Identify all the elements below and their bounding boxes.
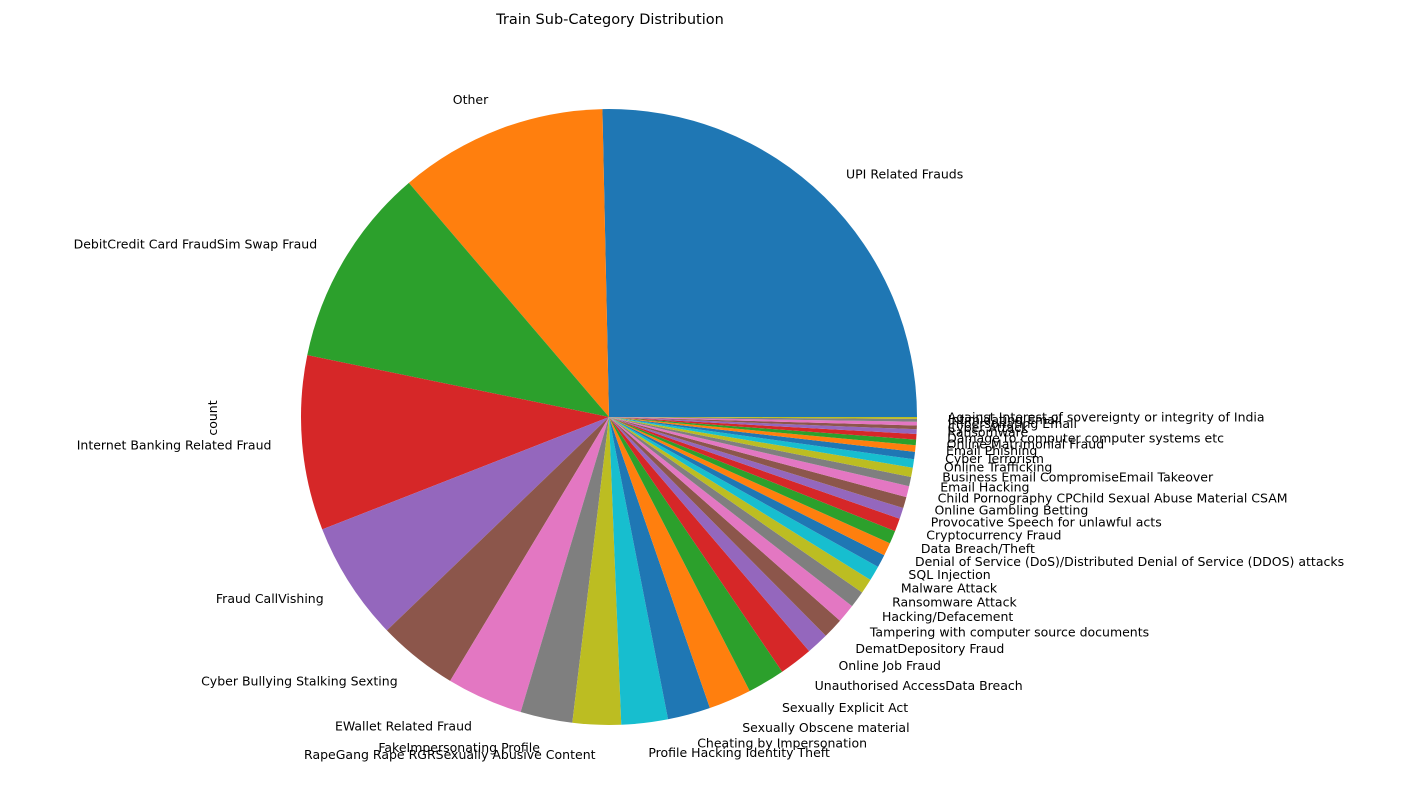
pie-slice (609, 417, 918, 419)
pie-slice (609, 417, 896, 544)
slice-label: Intimidating Email (948, 412, 1062, 427)
pie-slice (609, 417, 669, 725)
pie-slice (609, 417, 917, 426)
pie-slice (609, 417, 910, 498)
pie-slice (609, 417, 900, 532)
slice-label: Ransomware (947, 425, 1028, 440)
slice-label: Online Job Fraud (838, 658, 940, 673)
slice-label: DebitCredit Card FraudSim Swap Fraud (74, 236, 318, 251)
pie-slice (609, 417, 710, 720)
slice-label: UPI Related Frauds (846, 166, 963, 181)
pie-slice (609, 417, 863, 607)
slice-label: DematDepository Fraud (855, 641, 1004, 656)
slice-label: Cyber Attack (948, 420, 1030, 435)
slice-label: Cyber Bullying Stalking Sexting (201, 673, 398, 688)
slice-label: Email Hacking (940, 480, 1029, 495)
pie-slices (301, 108, 918, 726)
pie-slice (609, 417, 917, 434)
slice-label: Internet Banking Related Fraud (77, 438, 272, 453)
pie-slice (609, 417, 783, 691)
slice-label: Ransomware Attack (892, 595, 1017, 610)
pie-labels: UPI Related Frauds Other DebitCredit Card … (74, 92, 1345, 762)
slice-label: SQL Injection (908, 567, 990, 582)
slice-label: Hacking/Defacement (882, 609, 1013, 624)
pie-slice (609, 417, 917, 446)
slice-label: Against Interest of sovereignty or integ… (948, 410, 1265, 425)
pie-slice (520, 417, 609, 723)
y-axis-label: count (205, 400, 220, 435)
pie-slice (609, 417, 916, 452)
pie-slice (408, 109, 609, 418)
slice-label: Child Pornography CPChild Sexual Abuse M… (938, 491, 1288, 506)
pie-slice (609, 417, 917, 422)
pie-slice (609, 417, 810, 672)
slice-label: Unauthorised AccessData Breach (815, 678, 1023, 693)
slice-label: Sexually Obscene material (742, 720, 909, 735)
pie-slice (609, 417, 907, 509)
slice-label: Denial of Service (DoS)/Distributed Deni… (915, 554, 1344, 569)
pie-slice (609, 417, 841, 636)
slice-label: Email Phishing (946, 443, 1037, 458)
slice-label: Online Matrimonial Fraud (947, 436, 1105, 451)
slice-label: Provocative Speech for unlawful acts (931, 515, 1162, 530)
slice-label: EWallet Related Fraud (335, 718, 472, 733)
pie-slice (609, 417, 826, 652)
pie-slice (609, 417, 750, 709)
slice-label: Cheating by Impersonation (697, 736, 867, 751)
pie-slice (609, 417, 916, 460)
pie-slice (609, 417, 885, 567)
pie-slice (450, 417, 609, 713)
pie-slice (609, 417, 913, 477)
slice-label: Data Breach/Theft (921, 541, 1035, 556)
pie-slice (609, 417, 853, 621)
pie-slice (307, 182, 609, 417)
pie-slice (602, 108, 917, 418)
slice-label: Business Email CompromiseEmail Takeover (942, 469, 1214, 484)
slice-label: Damage to computer computer systems etc (947, 430, 1224, 445)
pie-slice (322, 417, 609, 631)
chart-title: Train Sub-Category Distribution (495, 12, 724, 28)
slice-label: Malware Attack (901, 581, 998, 596)
slice-label: FakeImpersonating Profile (378, 740, 540, 755)
pie-slice (609, 417, 912, 487)
slice-label: Impersonating Email (948, 416, 1077, 431)
slice-label: Tampering with computer source documents (869, 625, 1149, 640)
slice-label: Online Gambling Betting (934, 503, 1088, 518)
slice-label: Profile Hacking Identity Theft (648, 745, 830, 760)
slice-label: Other (453, 92, 489, 107)
pie-slice (609, 417, 915, 468)
slice-label: RapeGang Rape RGRSexually Abusive Conten… (304, 747, 596, 762)
slice-label: Sexually Explicit Act (782, 700, 908, 715)
pie-slice (609, 417, 879, 580)
pie-slice (609, 417, 917, 430)
slice-label: Online Trafficking (944, 460, 1052, 475)
pie-slice (609, 417, 917, 440)
pie-slice (609, 417, 890, 556)
slice-label: Cyber Terrorism (945, 451, 1044, 466)
pie-slice (572, 417, 622, 726)
slice-label: Fraud CallVishing (216, 591, 324, 606)
pie-slice (301, 355, 609, 530)
pie-slice (386, 417, 609, 681)
pie-slice (609, 417, 904, 519)
slice-label: Cryptocurrency Fraud (926, 527, 1061, 542)
pie-slice (609, 417, 871, 593)
